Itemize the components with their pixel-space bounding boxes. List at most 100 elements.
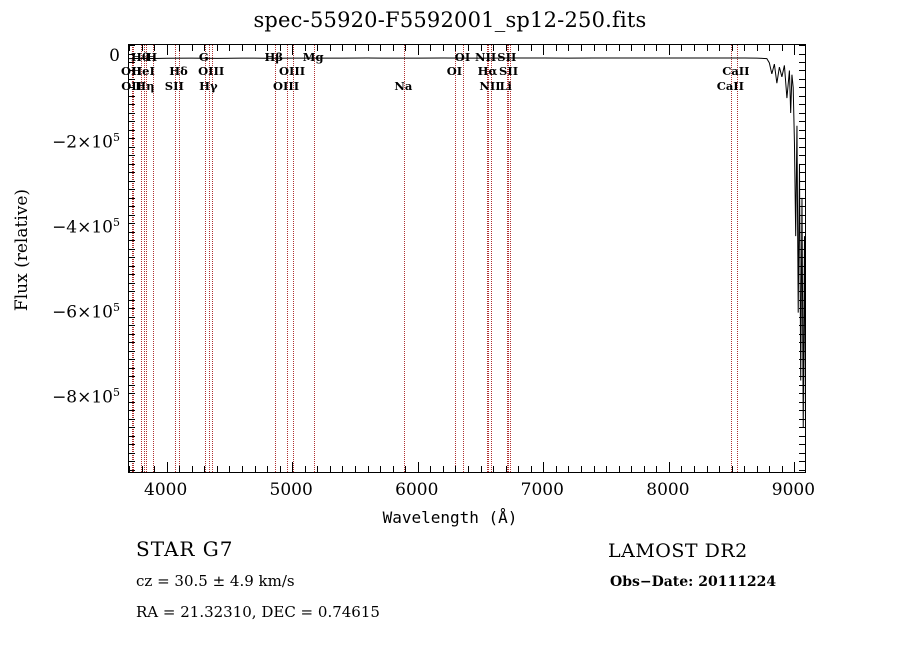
marker-line-hγ (209, 45, 211, 472)
spectrum-trace (129, 57, 805, 428)
x-tick-label: 4000 (144, 480, 188, 500)
xtick-top (631, 45, 633, 51)
line-label-hη: Hη (135, 79, 155, 93)
xtick-top (317, 45, 319, 51)
ytick-right (799, 350, 805, 352)
xtick-bottom (279, 466, 281, 472)
xtick-top (129, 45, 130, 51)
x-tick-label: 6000 (395, 480, 439, 500)
xtick-bottom (694, 466, 695, 472)
marker-line-sii (175, 45, 177, 472)
marker-line-nii (486, 45, 488, 472)
xtick-top (216, 45, 218, 51)
ytick-right (799, 376, 805, 378)
line-label-oii: OII (121, 79, 142, 93)
spectrum-plot-area (128, 44, 806, 473)
xtick-top (292, 45, 294, 55)
ytick-right (799, 240, 805, 242)
ytick-left (129, 299, 135, 301)
ytick-right (799, 325, 805, 327)
line-label-sii: SII (499, 64, 519, 78)
ytick-right (799, 138, 805, 140)
line-label-mg: Mg (302, 50, 324, 64)
line-label-li: Li (499, 79, 512, 93)
ytick-left (129, 461, 135, 463)
xtick-top (555, 45, 557, 51)
marker-line-oi (463, 45, 465, 472)
xtick-bottom (631, 466, 633, 472)
ytick-left (129, 384, 135, 386)
ytick-right (799, 146, 805, 148)
ytick-right (799, 214, 805, 216)
xtick-bottom (191, 466, 193, 472)
x-tick-label: 8000 (646, 480, 690, 500)
xtick-bottom (129, 466, 130, 472)
ytick-left (129, 206, 135, 208)
xtick-top (154, 45, 156, 51)
ytick-right (799, 359, 805, 361)
xtick-bottom (355, 466, 356, 472)
xtick-top (204, 45, 206, 51)
xtick-bottom (317, 466, 319, 472)
ytick-right (799, 265, 805, 267)
xtick-top (593, 45, 595, 51)
page-title: spec-55920-F5592001_sp12-250.fits (253, 8, 647, 32)
xtick-bottom (731, 466, 733, 472)
ytick-right (799, 410, 805, 412)
xtick-bottom (643, 466, 645, 472)
xtick-top (267, 45, 269, 51)
xtick-bottom (555, 466, 557, 472)
xtick-top (468, 45, 469, 51)
xtick-bottom (367, 466, 369, 472)
ytick-left (129, 197, 135, 199)
ytick-right (799, 163, 805, 165)
ytick-right (799, 87, 805, 89)
xtick-top (794, 45, 796, 55)
marker-line-g (204, 45, 206, 472)
ytick-right (799, 155, 805, 157)
ytick-right (799, 274, 805, 276)
xtick-top (342, 45, 344, 51)
ytick-right (799, 452, 805, 454)
xtick-bottom (417, 462, 419, 472)
marker-line-oiii (212, 45, 214, 472)
marker-line-sii (509, 45, 511, 472)
xtick-top (242, 45, 243, 51)
xtick-top (279, 45, 281, 51)
ytick-left (129, 240, 135, 242)
ytick-left (129, 316, 135, 318)
ytick-left (129, 223, 135, 225)
ytick-left (129, 435, 135, 437)
ytick-right (799, 223, 805, 225)
footer-object-class: STAR G7 (136, 537, 234, 561)
xtick-bottom (530, 466, 532, 472)
ytick-left (129, 359, 135, 361)
footer-survey: LAMOST DR2 (608, 540, 748, 562)
ytick-right (799, 129, 805, 131)
ytick-left (129, 376, 135, 378)
ytick-left (129, 214, 135, 216)
xtick-top (442, 45, 444, 51)
ytick-right (799, 393, 805, 395)
line-label-na: Na (394, 79, 413, 93)
line-label-nii: NII (479, 79, 501, 93)
xtick-bottom (216, 466, 218, 472)
ytick-left (129, 274, 135, 276)
xtick-top (694, 45, 695, 51)
ytick-left (129, 78, 135, 80)
ytick-left (129, 257, 135, 259)
ytick-right (799, 61, 805, 63)
xtick-bottom (392, 466, 394, 472)
ytick-left (129, 265, 135, 267)
ytick-right (799, 248, 805, 250)
ytick-right (799, 172, 805, 174)
xtick-top (355, 45, 356, 51)
line-label-oiii: OIII (273, 79, 300, 93)
xtick-bottom (769, 466, 771, 472)
xtick-top (166, 45, 168, 55)
xtick-top (581, 45, 582, 51)
xtick-top (618, 45, 620, 51)
ytick-right (799, 384, 805, 386)
x-tick-label: 9000 (771, 480, 816, 500)
xtick-top (455, 45, 457, 51)
